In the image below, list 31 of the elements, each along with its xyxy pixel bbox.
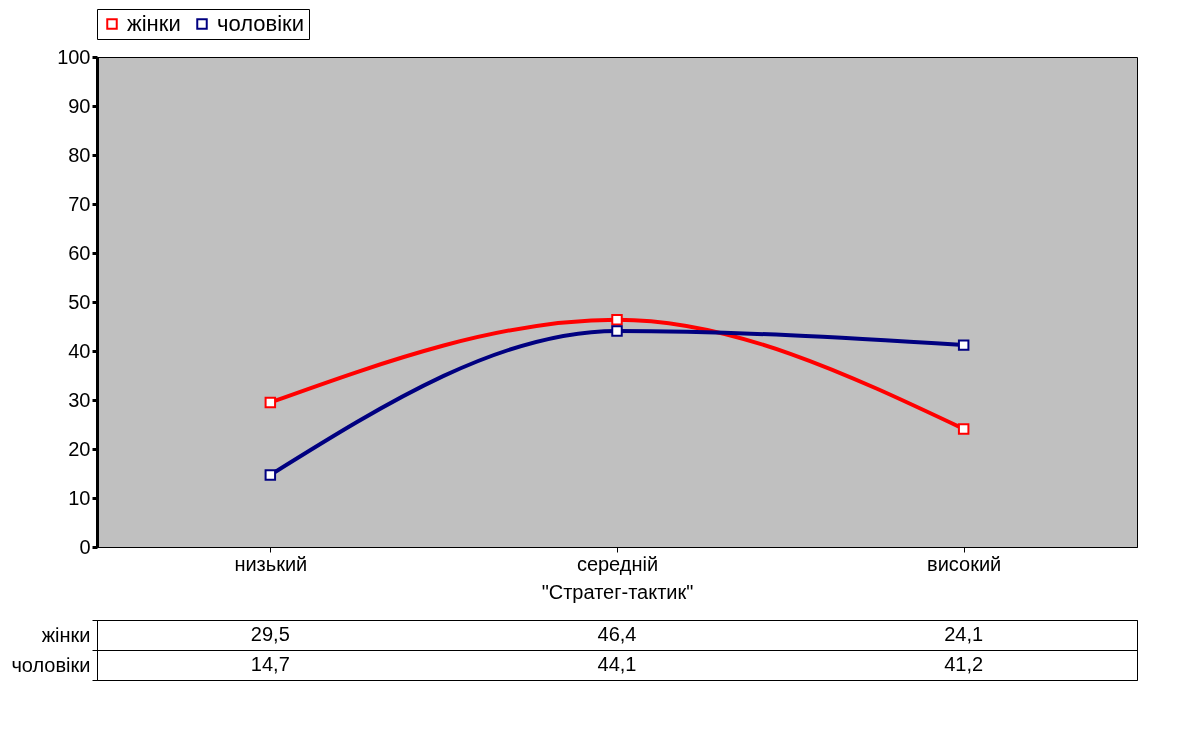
y-tick-label: 30 [68, 388, 91, 411]
point [264, 469, 277, 481]
point [264, 396, 277, 409]
x-tick-label: середній [576, 552, 659, 575]
point [957, 339, 970, 351]
data-label: 46,4 [597, 623, 637, 645]
y-tick-label: 100 [57, 45, 91, 68]
text: жінки [41, 623, 91, 646]
y-tick-label: 60 [68, 241, 91, 264]
legend-label: жінки [127, 11, 181, 36]
y-tick-label: 70 [68, 192, 91, 215]
y-tick-label: 20 [68, 437, 91, 460]
x-axis-title: "Стратег-тактик" [541, 580, 694, 603]
data-label: 41,2 [944, 653, 984, 675]
text: чоловіки [11, 653, 91, 676]
y-tick-label: 50 [68, 290, 91, 313]
y-tick-label: 80 [68, 143, 91, 166]
y-tick-label: 0 [79, 535, 91, 558]
point [611, 325, 623, 337]
data-label: 24,1 [944, 623, 984, 645]
point [957, 423, 970, 435]
y-tick-label: 90 [68, 94, 91, 117]
legend-label: чоловіки [217, 11, 305, 36]
y-tick-label: 10 [68, 486, 91, 509]
data-label: 14,7 [250, 653, 290, 675]
point [611, 313, 623, 326]
x-tick-label: низький [234, 552, 308, 575]
data-label: 44,1 [597, 653, 637, 675]
data-label: 29,5 [250, 623, 290, 645]
y-tick-label: 40 [68, 339, 91, 362]
x-tick-label: високий [927, 552, 1002, 575]
